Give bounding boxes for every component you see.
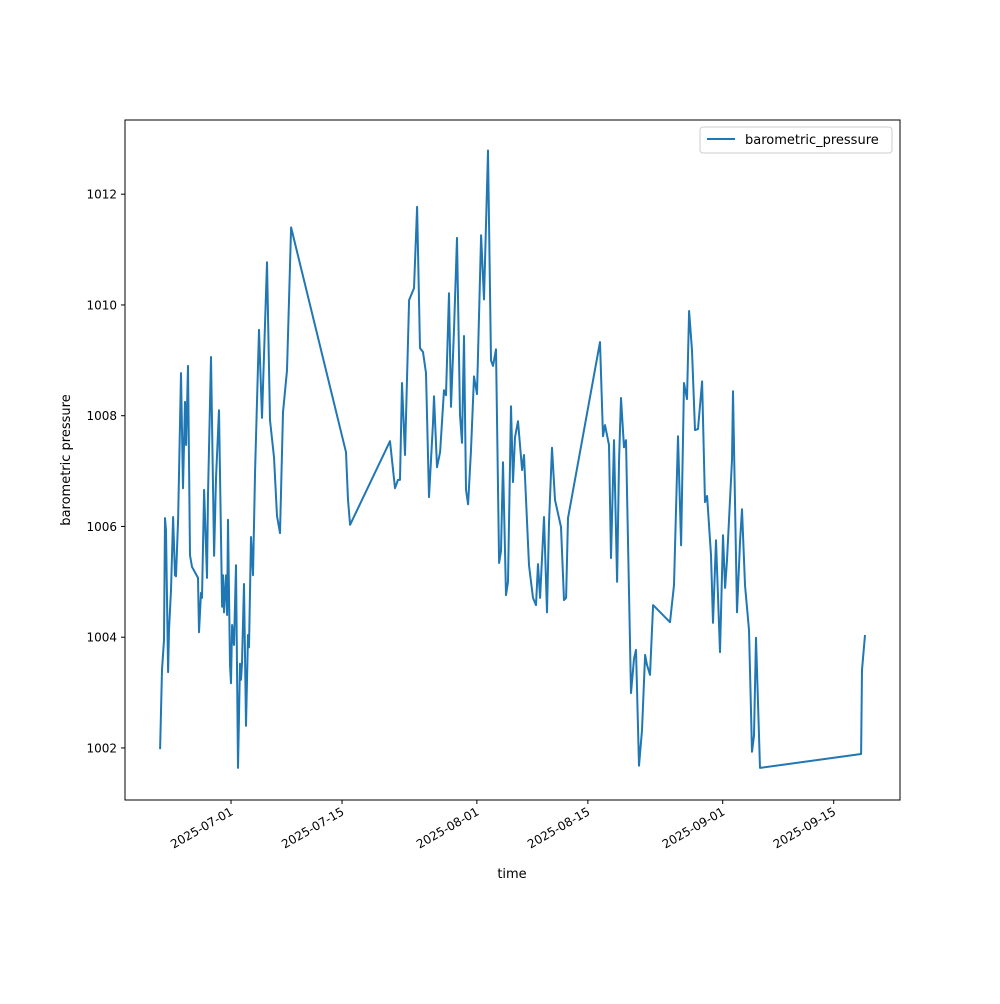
y-tick-label: 1006 [86, 520, 117, 534]
y-tick-label: 1004 [86, 631, 117, 645]
legend: barometric_pressure [699, 126, 893, 154]
series-line-barometric_pressure [159, 149, 866, 769]
y-tick-label: 1012 [86, 188, 117, 202]
x-tick-label: 2025-07-15 [279, 804, 346, 851]
y-axis: 1002 1004 1006 1008 1010 1012 [86, 188, 125, 755]
x-tick-label: 2025-08-15 [525, 804, 592, 851]
legend-label: barometric_pressure [745, 133, 879, 148]
legend-box [699, 126, 893, 154]
y-tick-label: 1002 [86, 741, 117, 755]
x-tick-label: 2025-08-01 [414, 804, 481, 851]
x-tick-label: 2025-09-01 [660, 804, 727, 851]
y-tick-label: 1008 [86, 409, 117, 423]
plot-frame [124, 119, 901, 801]
x-axis-label: time [497, 867, 526, 882]
x-tick-label: 2025-09-15 [771, 804, 838, 851]
y-axis-label: barometric pressure [59, 394, 74, 525]
x-axis: 2025-07-01 2025-07-15 2025-08-01 2025-08-15… [168, 800, 838, 851]
x-tick-label: 2025-07-01 [168, 804, 235, 851]
series-layer [159, 149, 866, 769]
y-tick-label: 1010 [86, 298, 117, 312]
